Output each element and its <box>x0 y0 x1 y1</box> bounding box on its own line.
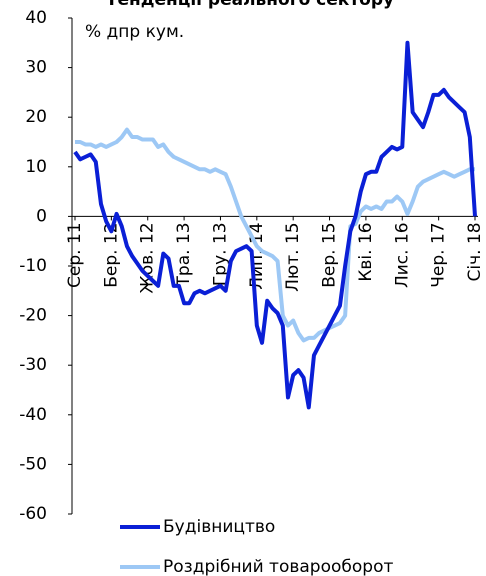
series-line <box>73 40 477 410</box>
x-tick-label: Кві. 16 <box>356 222 376 281</box>
annotation: % дпр кум. <box>85 22 184 42</box>
y-tick-label: 10 <box>25 157 47 177</box>
x-tick-label: Гру. 13 <box>210 222 230 286</box>
y-tick-label: 30 <box>25 58 47 78</box>
y-tick-label: -60 <box>19 504 47 524</box>
x-tick-label: Бер. 12 <box>101 222 121 287</box>
x-tick-label: Чер. 17 <box>429 222 449 287</box>
y-tick-label: 0 <box>36 206 47 226</box>
x-tick-label: Сер. 11 <box>65 222 85 288</box>
y-tick-label: -30 <box>19 355 47 375</box>
x-tick-label: Жов. 12 <box>138 222 158 293</box>
legend-label: Роздрібний товарооборот <box>163 557 393 576</box>
y-tick-label: -50 <box>19 454 47 474</box>
x-tick-label: Лют. 15 <box>283 222 303 291</box>
x-tick-label: Січ. 18 <box>465 222 485 281</box>
y-tick-label: -40 <box>19 405 47 425</box>
legend-label: Будівництво <box>163 517 275 537</box>
y-tick-label: 20 <box>25 107 47 127</box>
y-tick-label: -10 <box>19 256 47 276</box>
x-tick-label: Тра. 13 <box>174 222 194 287</box>
x-tick-label: Лис. 16 <box>392 222 412 288</box>
x-tick-label: Вер. 15 <box>320 222 340 287</box>
series-line <box>75 127 475 343</box>
y-tick-label: 40 <box>25 8 47 28</box>
y-tick-label: -20 <box>19 306 47 326</box>
chart-title: Тенденції реального сектору <box>106 0 394 10</box>
